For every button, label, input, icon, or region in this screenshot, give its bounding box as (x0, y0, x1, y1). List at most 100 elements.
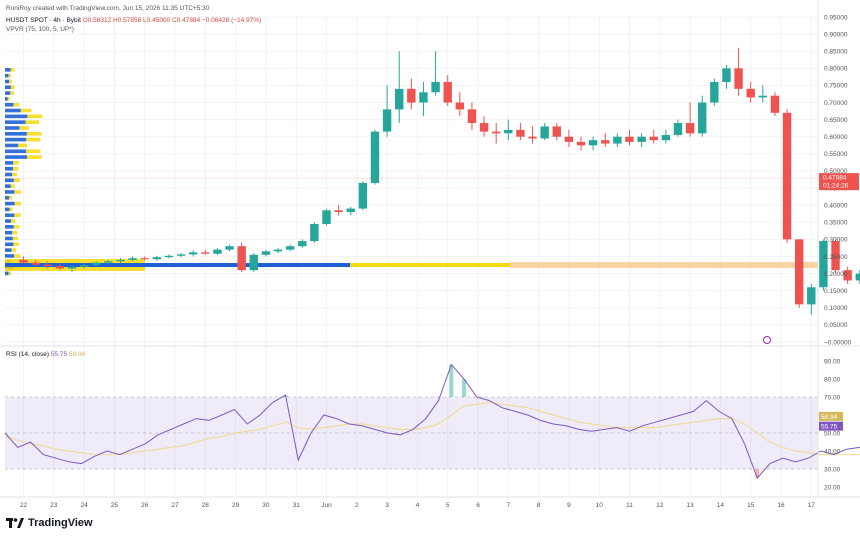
author-line: RoniRoy created with TradingView.com, Ju… (6, 5, 210, 12)
rsi-tick-label: 70.00 (824, 394, 841, 401)
time-tick-label: 11 (626, 502, 633, 509)
candle-body (298, 241, 307, 247)
candle-body (649, 136, 658, 141)
vp-bar-down (9, 195, 13, 200)
vp-bar-down (11, 248, 16, 252)
candle-body (540, 126, 549, 139)
vp-bar-down (10, 85, 15, 90)
candle-body (31, 262, 40, 265)
axes: 0.95000 0.90000 0.85000 0.80000 0.75000 0.700… (0, 0, 860, 509)
rsi-badge (819, 421, 843, 431)
vp-bar-down (13, 102, 20, 107)
poc-line-orange (510, 262, 818, 269)
tradingview-logo-icon (6, 518, 24, 528)
candle-body (322, 210, 331, 224)
vp-bar-down (8, 271, 11, 276)
rsi-tick-label: 50.00 (824, 430, 841, 437)
vp-bar-down (10, 91, 14, 95)
candle-body (794, 239, 804, 305)
candle-body (285, 246, 295, 250)
candle-body (625, 136, 634, 142)
candle-body (261, 251, 271, 255)
time-tick-label: 7 (506, 502, 510, 509)
time-tick-label: 5 (446, 502, 450, 509)
vp-bar-down (12, 166, 19, 171)
candle-body (152, 257, 162, 260)
candle-body (576, 141, 586, 146)
price-tick-label: 0.05000 (824, 322, 848, 329)
time-tick-label: 16 (777, 502, 785, 509)
vp-bar-up (5, 248, 12, 252)
symbol-label: HUSDT SPOT · 4h · Bybit (6, 17, 81, 24)
vp-bar-up (5, 184, 11, 188)
vp-bar-up (5, 178, 14, 183)
rsi-tick-label: 90.00 (824, 358, 841, 365)
tradingview-logo[interactable]: TradingView (6, 517, 93, 529)
time-tick-label: 12 (656, 502, 664, 509)
candle-body (443, 82, 452, 103)
price-tick-label: 0.40000 (824, 202, 848, 209)
rsi-badge-label: 55.75 (821, 424, 838, 431)
vp-bar-down (13, 161, 19, 165)
vp-bar-down (12, 236, 18, 241)
candle-body (79, 265, 89, 267)
vp-bar-up (5, 271, 9, 276)
time-tick-label: 15 (747, 502, 755, 509)
grid (5, 16, 818, 496)
candle-body (346, 208, 355, 212)
vp-bar-up (5, 137, 27, 142)
candle-body (43, 264, 52, 267)
rsi-ma-badge (819, 411, 843, 421)
candle-body (92, 262, 101, 266)
candle-body (334, 210, 343, 212)
vp-bar-down (26, 132, 42, 136)
vpvr-label[interactable]: VPVR (75, 100, 5, UP*) (6, 26, 74, 33)
candle-body (782, 112, 792, 240)
vp-bar-down (9, 207, 13, 212)
candle-body (758, 95, 768, 98)
price-tick-label: 0.60000 (824, 134, 848, 141)
price-tick-label: 0.85000 (824, 49, 848, 56)
ohlc-legend: HUSDT SPOT · 4h · Bybit O0.56312 H0.5785… (6, 17, 261, 24)
time-tick-label: 30 (262, 502, 270, 509)
time-tick-label: 26 (141, 502, 149, 509)
vp-bar-down (26, 155, 42, 159)
vp-bar-up (5, 73, 9, 78)
candle-body (564, 136, 574, 142)
rsi-legend[interactable]: RSI (14, close) 55.75 58.94 (6, 351, 85, 358)
vp-bar-up (5, 91, 11, 95)
candle-body (479, 123, 489, 132)
candle-body (722, 68, 731, 82)
vp-bar-down (20, 108, 32, 113)
rsi-band (5, 397, 818, 469)
candle-body (273, 249, 283, 252)
price-tick-label: 0.65000 (824, 117, 848, 124)
price-tick-label: 0.70000 (824, 100, 848, 107)
vp-bar-up (5, 114, 28, 119)
vp-bar-up (5, 126, 20, 130)
candle-body (310, 223, 319, 242)
candle-body (710, 82, 719, 103)
time-tick-label: 17 (808, 502, 816, 509)
rsi-ma-line (4, 401, 860, 456)
candle-body (455, 102, 465, 110)
vp-bar-down (8, 73, 11, 78)
rsi-line (4, 363, 860, 479)
vp-bar-up (5, 213, 15, 218)
last-price-badge (819, 173, 859, 191)
candle-body (685, 123, 695, 134)
candle-body (613, 136, 622, 144)
candle-body (370, 131, 380, 183)
candle-body (55, 266, 65, 269)
rsi-value: 55.75 (50, 351, 68, 358)
price-tick-label: 0.55000 (824, 151, 848, 158)
vp-bar-down (26, 149, 41, 154)
price-tick-label: 0.75000 (824, 83, 848, 90)
rsi-panel (4, 363, 860, 479)
price-tick-label: 0.35000 (824, 220, 848, 227)
vp-bar-down (12, 172, 17, 177)
candle-body (213, 249, 222, 254)
candle-body (819, 241, 828, 288)
vp-bar-down (10, 184, 15, 188)
